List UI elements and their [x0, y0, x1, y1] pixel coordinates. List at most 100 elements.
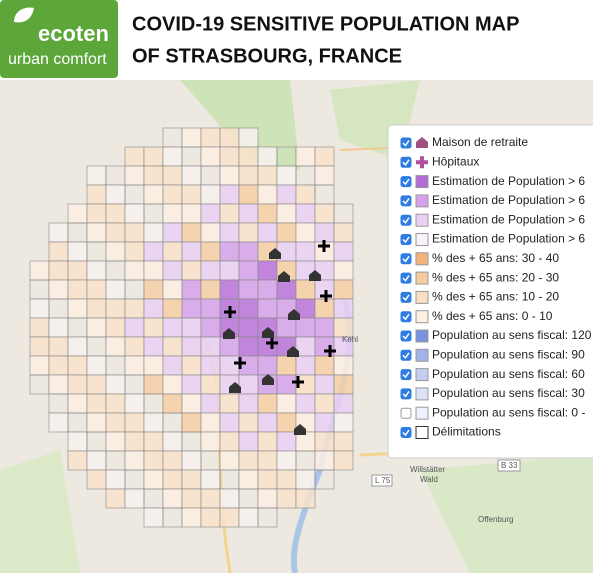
- grid-cell: [238, 203, 259, 224]
- grid-cell: [86, 222, 107, 243]
- grid-cell: [219, 165, 240, 186]
- checkmark: [402, 255, 410, 263]
- grid-cell: [181, 298, 202, 319]
- grid-cell: [295, 469, 316, 490]
- grid-cell: [276, 355, 297, 376]
- grid-cell: [333, 450, 354, 471]
- retirement-home-icon: [262, 327, 274, 338]
- grid-cell: [162, 241, 183, 262]
- checkmark: [402, 352, 410, 359]
- grid-cell: [124, 355, 145, 376]
- grid-cell: [105, 488, 126, 509]
- grid-cell: [86, 412, 107, 433]
- grid-cell: [219, 355, 240, 376]
- grid-cell: [86, 184, 107, 205]
- grid-cell: [295, 184, 316, 205]
- grid-cell: [238, 355, 259, 376]
- legend-checkbox[interactable]: [400, 195, 412, 207]
- legend: Maison de retraite Hôpitaux Estimation de …: [400, 135, 592, 439]
- grid-cell: [105, 374, 126, 395]
- legend-checkbox[interactable]: [400, 156, 412, 168]
- grid-cell: [295, 222, 316, 243]
- grid-cells: [29, 127, 354, 528]
- grid-cell: [314, 450, 335, 471]
- legend-swatch: [415, 387, 429, 401]
- legend-checkbox[interactable]: [400, 330, 412, 342]
- legend-swatch: [415, 290, 429, 304]
- legend-checkbox[interactable]: [400, 291, 412, 303]
- checkmark: [402, 217, 410, 224]
- grid-cell: [181, 412, 202, 433]
- legend-checkbox[interactable]: [400, 427, 412, 438]
- grid-cell: [276, 374, 297, 395]
- grid-cell: [276, 412, 297, 433]
- grid-cell: [67, 260, 88, 281]
- grid-cell: [105, 184, 126, 205]
- legend-checkbox[interactable]: [400, 214, 412, 226]
- grid-cell: [200, 279, 221, 300]
- grid-cell: [314, 412, 335, 433]
- legend-checkbox[interactable]: [400, 311, 412, 323]
- grid-cell: [333, 374, 354, 395]
- grid-cell: [162, 317, 183, 338]
- retirement-home-icon: [269, 248, 281, 259]
- legend-checkbox[interactable]: [400, 272, 412, 284]
- grid-cell: [124, 336, 145, 357]
- checkmark: [402, 159, 410, 166]
- legend-swatch: [415, 426, 429, 439]
- grid-cell: [200, 298, 221, 319]
- legend-checkbox[interactable]: [400, 369, 412, 381]
- grid-cell: [219, 184, 240, 205]
- checkmark: [402, 371, 410, 379]
- grid-cell: [162, 184, 183, 205]
- poi-icons: [223, 240, 336, 435]
- title-line: OF STRASBOURG, FRANCE: [132, 45, 402, 67]
- grid-cell: [257, 488, 278, 509]
- hospital-icon: [324, 345, 336, 357]
- checkmark: [402, 294, 410, 302]
- grid-cell: [181, 203, 202, 224]
- retirement-home-icon: [223, 328, 235, 339]
- legend-checkbox[interactable]: [400, 253, 412, 265]
- grid-cell: [162, 203, 183, 224]
- legend-checkbox[interactable]: [400, 349, 412, 361]
- grid-cell: [238, 298, 259, 319]
- legend-checkbox[interactable]: [400, 176, 412, 188]
- grid-cell: [86, 298, 107, 319]
- grid-cell: [219, 127, 240, 148]
- grid-cell: [257, 184, 278, 205]
- legend-swatch: [415, 271, 429, 285]
- legend-swatch: [415, 329, 429, 343]
- grid-cell: [86, 165, 107, 186]
- legend-checkbox[interactable]: [400, 407, 412, 419]
- grid-cell: [143, 450, 164, 471]
- grid-cell: [257, 450, 278, 471]
- legend-label: Estimation de Population > 6: [432, 212, 585, 226]
- grid-cell: [67, 355, 88, 376]
- grid-cell: [200, 203, 221, 224]
- title-line: COVID-19 SENSITIVE POPULATION MAP: [132, 13, 519, 35]
- legend-label: Maison de retraite: [432, 135, 528, 149]
- checkmark: [402, 275, 410, 282]
- legend-checkbox[interactable]: [400, 137, 412, 149]
- grid-cell: [333, 298, 354, 319]
- grid-cell: [143, 431, 164, 452]
- legend-label: Population au sens fiscal: 120: [432, 328, 592, 342]
- retirement-home-icon: [294, 424, 306, 435]
- grid-cell: [276, 203, 297, 224]
- grid-cell: [257, 469, 278, 490]
- road-shield: [371, 474, 393, 487]
- grid-cell: [105, 469, 126, 490]
- grid-cell: [181, 279, 202, 300]
- legend-checkbox[interactable]: [400, 234, 412, 245]
- legend-checkbox[interactable]: [400, 388, 412, 400]
- grid-cell: [162, 298, 183, 319]
- grid-cell: [238, 393, 259, 414]
- grid-cell: [276, 279, 297, 300]
- grid-cell: [200, 469, 221, 490]
- grid-cell: [162, 146, 183, 167]
- grid-cell: [295, 203, 316, 224]
- logo-name: ecoten: [38, 21, 109, 46]
- grid-cell: [162, 355, 183, 376]
